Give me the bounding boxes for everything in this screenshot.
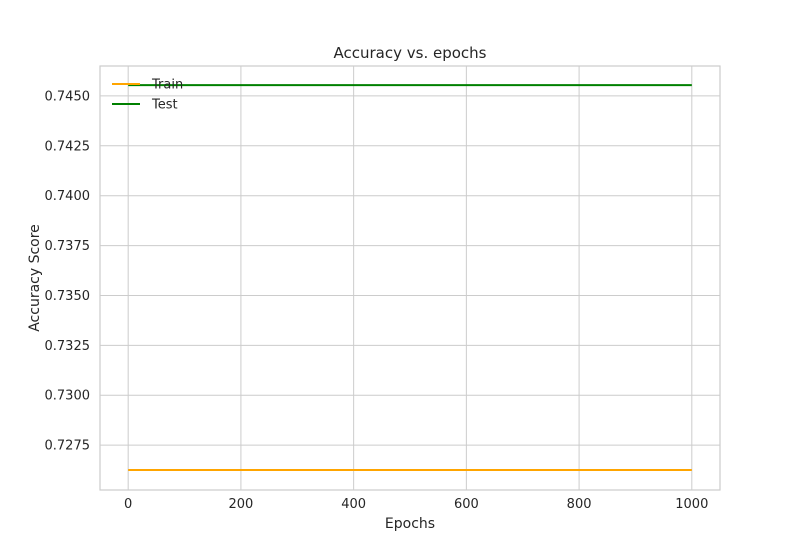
y-tick-label: 0.7375 [45,239,91,254]
x-tick-label: 200 [228,497,253,512]
grid-layer [100,66,720,490]
legend: Train Test [112,78,183,113]
legend-label-test: Test [151,98,178,113]
y-tick-label: 0.7350 [45,289,91,304]
x-tick-label: 800 [567,497,592,512]
plot-frame [99,65,721,491]
y-tick-label: 0.7300 [45,389,91,404]
y-axis-label: Accuracy Score [27,224,43,332]
chart-title: Accuracy vs. epochs [334,44,487,62]
legend-label-train: Train [151,78,183,93]
y-tick-label: 0.7400 [45,189,91,204]
y-tick-label: 0.7450 [45,89,91,104]
x-tick-label: 600 [454,497,479,512]
y-tick-label: 0.7325 [45,339,91,354]
ticks-layer: 0 200 400 600 800 1000 0.7275 0.7300 0.7325 0.735… [45,89,709,512]
series-layer [128,84,692,472]
x-tick-label: 0 [124,497,132,512]
y-tick-label: 0.7425 [45,139,91,154]
x-tick-label: 1000 [675,497,708,512]
x-tick-label: 400 [341,497,366,512]
y-tick-label: 0.7275 [45,439,91,454]
x-axis-label: Epochs [385,516,435,532]
